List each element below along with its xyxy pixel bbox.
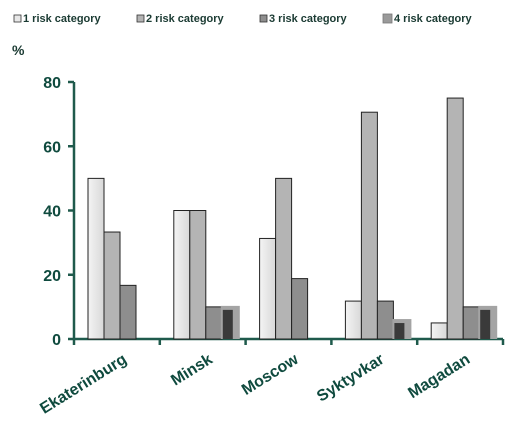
legend: 1 risk category 2 risk category 3 risk c… xyxy=(13,13,473,25)
bar-minsk-s4 xyxy=(222,309,233,339)
x-tick-label: Ekaterinburg xyxy=(37,351,130,418)
bar-magadan-s3 xyxy=(462,306,480,340)
legend-label-1: 1 risk category xyxy=(23,13,102,25)
bar-syktyvkar-s3 xyxy=(376,300,394,340)
y-tick-label: 40 xyxy=(43,204,61,221)
x-tick-label: Moscow xyxy=(239,351,302,399)
bar-moscow-s1 xyxy=(259,237,277,340)
legend-item-4: 4 risk category xyxy=(382,13,473,25)
x-tick-label: Syktyvkar xyxy=(314,351,387,405)
bar-magadan-s2 xyxy=(446,97,464,340)
bar-minsk-s2 xyxy=(189,210,207,340)
y-tick-label: 80 xyxy=(43,75,61,92)
bar-syktyvkar-s1 xyxy=(344,300,362,340)
legend-label-2: 2 risk category xyxy=(146,13,225,25)
bar-ekaterinburg-s3 xyxy=(119,284,137,340)
legend-label-4: 4 risk category xyxy=(394,13,473,25)
y-tick-label: 0 xyxy=(52,332,61,349)
x-axis-ticks xyxy=(72,339,505,345)
bar-magadan-s4 xyxy=(480,309,491,339)
bar-ekaterinburg-s2 xyxy=(103,231,121,340)
legend-swatch-2 xyxy=(136,14,145,23)
legend-swatch-3 xyxy=(259,14,268,23)
bar-moscow-s3 xyxy=(291,278,309,340)
x-tick-label: Magadan xyxy=(405,351,473,402)
y-tick-label: 60 xyxy=(43,139,61,156)
legend-item-1: 1 risk category xyxy=(13,13,102,25)
legend-item-3: 3 risk category xyxy=(259,13,348,25)
bar-minsk-s1 xyxy=(173,210,191,340)
legend-swatch-1 xyxy=(13,14,22,23)
bars xyxy=(87,97,498,340)
bar-minsk-s3 xyxy=(205,306,223,340)
y-axis-ticks: 0 20 40 60 80 xyxy=(43,75,74,349)
bar-syktyvkar-s4 xyxy=(394,323,405,339)
y-tick-label: 20 xyxy=(43,268,61,285)
legend-item-2: 2 risk category xyxy=(136,13,225,25)
legend-label-3: 3 risk category xyxy=(269,13,348,25)
bar-moscow-s2 xyxy=(275,177,293,340)
y-unit-label: % xyxy=(12,42,25,58)
bar-syktyvkar-s2 xyxy=(360,111,378,340)
bar-magadan-s1 xyxy=(430,322,448,340)
x-axis-labels: Ekaterinburg Minsk Moscow Syktyvkar Magadan xyxy=(37,351,473,418)
bar-ekaterinburg-s1 xyxy=(87,177,105,340)
legend-swatch-4 xyxy=(382,13,393,24)
x-tick-label: Minsk xyxy=(168,351,216,389)
